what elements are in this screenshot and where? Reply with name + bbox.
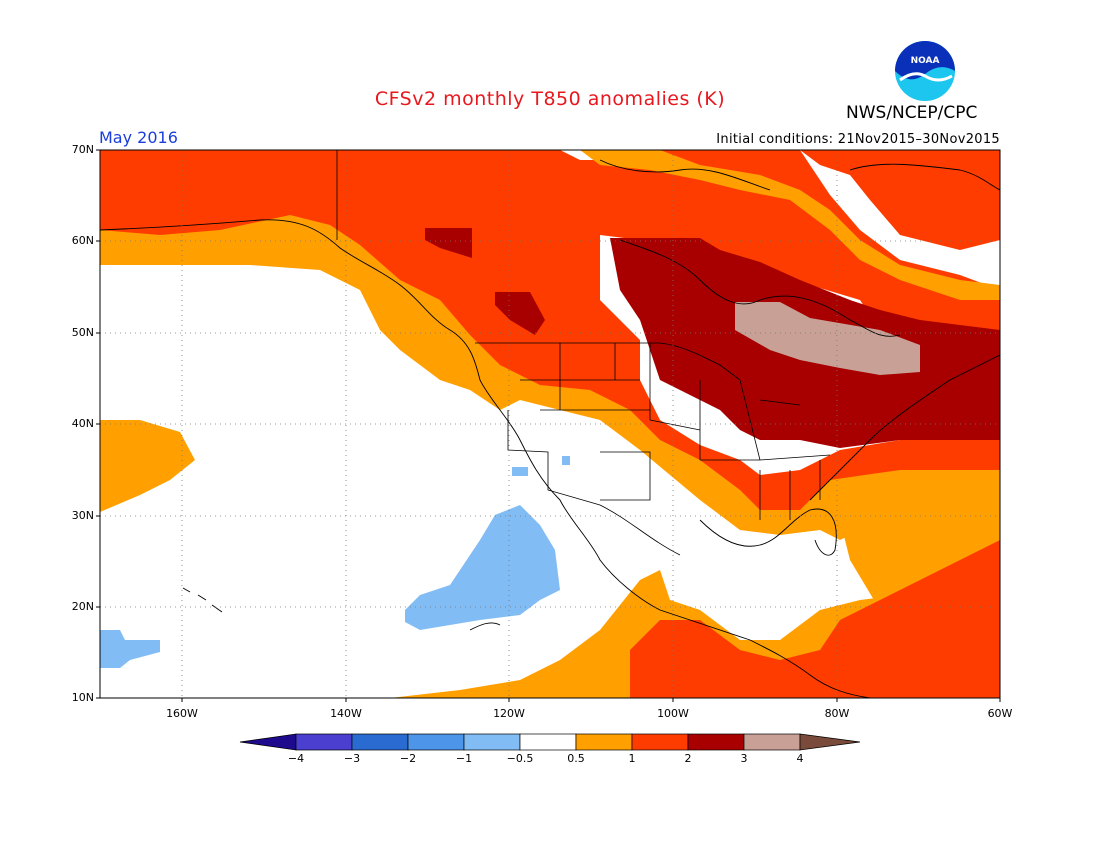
colorbar-label-neg1: −1 — [455, 752, 473, 765]
anomaly-region-2-3-small-a — [425, 228, 472, 258]
lat-label-10n: 10N — [71, 691, 94, 704]
colorbar-bin-7 — [631, 733, 689, 751]
lon-label-140w: 140W — [330, 707, 362, 720]
anomaly-region-05-1-coast — [100, 215, 1000, 540]
lon-label-60w: 60W — [987, 707, 1013, 720]
initial-conditions: Initial conditions: 21Nov2015–30Nov2015 — [716, 132, 1000, 147]
anomaly-region-neg-small-2 — [562, 456, 570, 465]
anomaly-region-neg-hawaii — [100, 630, 160, 668]
coastlines — [100, 159, 1000, 698]
colorbar-bin-6 — [575, 733, 633, 751]
forecast-month: May 2016 — [99, 128, 178, 147]
anomaly-region-neg-small — [512, 467, 528, 476]
colorbar-label-neg2: −2 — [399, 752, 417, 765]
lat-label-50n: 50N — [71, 326, 94, 339]
political-borders — [336, 150, 831, 556]
colorbar-label-neg05: −0.5 — [506, 752, 534, 765]
colorbar-bin-9 — [743, 733, 801, 751]
lat-label-40n: 40N — [71, 417, 94, 430]
colorbar-bin-3 — [407, 733, 465, 751]
colorbar-label-pos05: 0.5 — [567, 752, 585, 765]
colorbar-bin-5 — [519, 733, 577, 751]
lat-label-30n: 30N — [71, 509, 94, 522]
lat-label-20n: 20N — [71, 600, 94, 613]
anomaly-region-05-1-pacific-west — [100, 420, 195, 512]
logo: NOAA — [894, 40, 956, 102]
axis-ticks — [96, 149, 1001, 702]
lon-label-80w: 80W — [824, 707, 850, 720]
lon-label-160w: 160W — [166, 707, 198, 720]
colorbar-label-neg4: −4 — [287, 752, 305, 765]
colorbar-min-arrow — [239, 733, 297, 751]
anomaly-region-1-2-north — [100, 150, 1000, 250]
anomaly-region-1-2-tropics — [630, 540, 1000, 698]
anomaly-region-3-4 — [735, 302, 920, 375]
lon-label-120w: 120W — [493, 707, 525, 720]
colorbar-label-pos4: 4 — [796, 752, 804, 765]
map-title: CFSv2 monthly T850 anomalies (K) — [374, 88, 726, 110]
agency-label: NWS/NCEP/CPC — [846, 103, 978, 123]
graticule — [100, 150, 1000, 698]
colorbar-bin-2 — [351, 733, 409, 751]
colorbar-max-arrow — [799, 733, 861, 751]
colorbar-label-pos2: 2 — [684, 752, 692, 765]
lon-label-100w: 100W — [657, 707, 689, 720]
colorbar-bin-8 — [687, 733, 745, 751]
logo-text: NOAA — [911, 56, 940, 66]
lat-label-60n: 60N — [71, 234, 94, 247]
colorbar-bin-1 — [295, 733, 353, 751]
anomaly-region-neg-pacific — [405, 505, 560, 630]
colorbar-label-pos3: 3 — [740, 752, 748, 765]
colorbar-label-neg3: −3 — [343, 752, 361, 765]
anomaly-region-05-1-arctic — [580, 150, 1000, 300]
colorbar-label-pos1: 1 — [628, 752, 636, 765]
lat-label-70n: 70N — [71, 143, 94, 156]
colorbar — [239, 733, 861, 751]
anomaly-region-2-3-small-b — [495, 292, 545, 335]
colorbar-bin-4 — [463, 733, 521, 751]
